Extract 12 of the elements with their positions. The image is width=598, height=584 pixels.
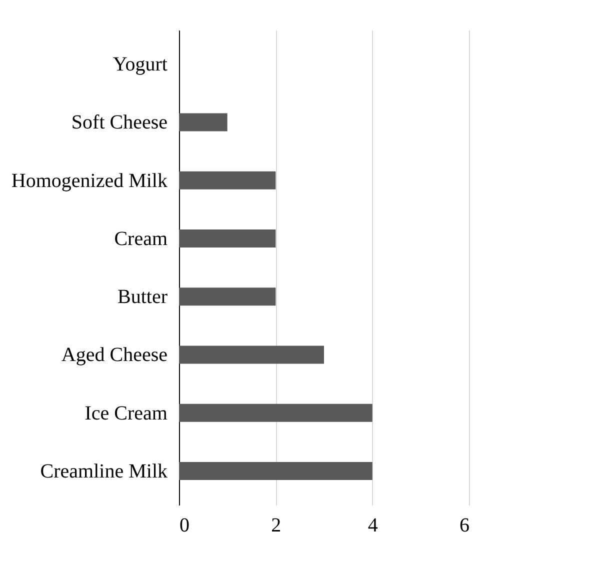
x-tick-label: 0 [180,514,190,536]
y-tick-label: Yogurt [112,54,168,76]
y-tick-label: Cream [114,228,168,250]
x-tick-label: 2 [271,514,282,536]
y-tick-label: Soft Cheese [71,112,168,134]
y-tick-label: Creamline Milk [40,460,168,482]
y-tick-label: Aged Cheese [61,344,168,366]
x-tick-label: 4 [368,514,378,536]
y-tick-label: Homogenized Milk [11,170,168,192]
y-tick-label: Ice Cream [84,402,168,424]
x-tick-label: 6 [460,514,470,536]
y-tick-label: Butter [118,286,168,308]
